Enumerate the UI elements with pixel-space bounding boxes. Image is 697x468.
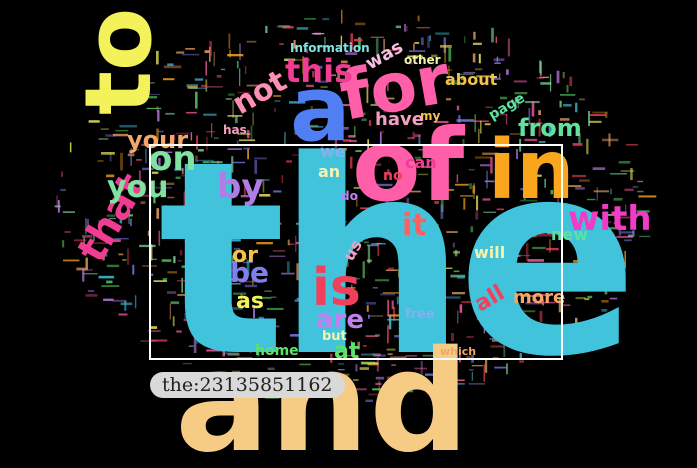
word-are[interactable]: are [316, 305, 364, 335]
word-your[interactable]: your [127, 126, 188, 154]
word-or[interactable]: or [232, 243, 258, 268]
word-to[interactable]: to [65, 8, 172, 115]
word-new[interactable]: new [551, 225, 588, 244]
word-we[interactable]: we [320, 142, 346, 161]
word-no[interactable]: no [383, 168, 403, 184]
word-be[interactable]: be [230, 256, 269, 289]
word-from[interactable]: from [518, 114, 582, 142]
word-other[interactable]: other [404, 53, 441, 67]
word-but[interactable]: but [322, 329, 347, 344]
word-for[interactable]: for [334, 40, 456, 137]
word-which[interactable]: which [440, 345, 476, 358]
word-by[interactable]: by [217, 167, 264, 207]
word-has[interactable]: has [223, 123, 247, 137]
word-will[interactable]: will [474, 243, 505, 262]
word-home[interactable]: home [255, 343, 299, 359]
word-with[interactable]: with [568, 199, 652, 239]
word-as[interactable]: as [236, 289, 264, 314]
word-do[interactable]: do [341, 189, 358, 203]
word-can[interactable]: can [405, 153, 437, 172]
word-more[interactable]: more [513, 287, 565, 308]
word-about[interactable]: about [445, 70, 498, 89]
background-word-specks [54, 9, 657, 402]
word-of[interactable]: of [352, 107, 466, 224]
word-an[interactable]: an [318, 162, 340, 181]
word-in[interactable]: in [488, 123, 574, 218]
word-is[interactable]: is [312, 258, 361, 318]
word-free[interactable]: free [405, 307, 435, 322]
word-tooltip: the:23135851162 [150, 372, 345, 398]
word-you[interactable]: you [107, 170, 169, 205]
word-have[interactable]: have [375, 109, 424, 130]
word-this[interactable]: this [285, 52, 353, 90]
word-my[interactable]: my [420, 109, 441, 123]
word-the[interactable]: the [158, 104, 639, 416]
word-information[interactable]: Information [290, 41, 370, 55]
word-it[interactable]: it [402, 208, 427, 243]
